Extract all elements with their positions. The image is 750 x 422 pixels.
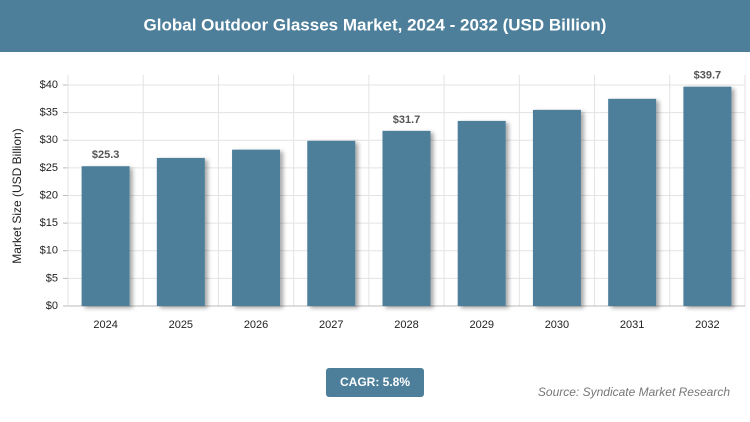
- bar: [156, 157, 205, 306]
- y-tick-label: $25: [40, 162, 58, 174]
- bar: [232, 149, 281, 306]
- x-tick-label: 2024: [93, 319, 117, 331]
- y-tick-label: $40: [40, 79, 58, 91]
- plot-area: $0 $5 $10 $15 $20 $25 $30 $35 $40 2024 $25.3 2025 20…: [40, 70, 746, 331]
- x-tick-label: 2029: [469, 319, 493, 331]
- y-axis-title: Market Size (USD Billion): [10, 128, 24, 263]
- bar: [81, 166, 130, 306]
- y-tick-label: $15: [40, 217, 58, 229]
- chart-title: Global Outdoor Glasses Market, 2024 - 20…: [144, 15, 607, 34]
- bar: [532, 109, 581, 306]
- cagr-badge: [326, 368, 424, 397]
- bar: [683, 86, 732, 306]
- x-tick-label: 2025: [169, 319, 193, 331]
- bar: [307, 140, 356, 306]
- y-tick-label: $0: [46, 300, 58, 312]
- y-tick-label: $10: [40, 245, 58, 257]
- x-tick-label: 2027: [319, 319, 343, 331]
- y-tick-label: $30: [40, 134, 58, 146]
- x-tick-label: 2028: [394, 319, 418, 331]
- bar: [608, 98, 657, 306]
- value-label: $31.7: [393, 114, 421, 126]
- y-tick-label: $5: [46, 272, 58, 284]
- x-tick-label: 2026: [244, 319, 268, 331]
- bar: [382, 130, 431, 306]
- cagr-label: CAGR: 5.8%: [340, 375, 410, 389]
- x-tick-label: 2031: [620, 319, 644, 331]
- value-label: $39.7: [694, 70, 722, 82]
- bar: [457, 120, 506, 306]
- y-tick-label: $20: [40, 189, 58, 201]
- source-note: Source: Syndicate Market Research: [538, 385, 730, 399]
- header-band: [0, 0, 750, 52]
- x-tick-label: 2030: [545, 319, 569, 331]
- y-tick-label: $35: [40, 107, 58, 119]
- value-label: $25.3: [92, 149, 120, 161]
- x-tick-label: 2032: [695, 319, 719, 331]
